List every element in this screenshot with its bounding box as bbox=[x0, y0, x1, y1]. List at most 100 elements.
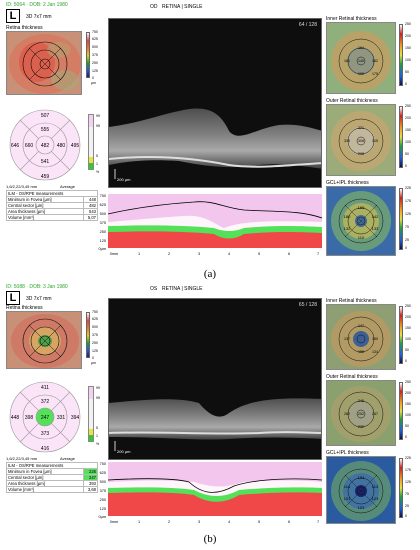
inner-value: 140 bbox=[358, 59, 364, 63]
inner-colorbar-ticks: 250 200 150 100 50 0 bbox=[405, 22, 411, 86]
norm-label-95: 95 bbox=[96, 396, 100, 400]
header-patient-id: ID: 5088 · DOB: 3 Jan 1980 bbox=[6, 284, 68, 290]
gcl-value: 133 bbox=[372, 226, 379, 231]
scale-bar-label: 200 µm bbox=[117, 449, 131, 454]
etdrs-center: 247 bbox=[41, 415, 50, 421]
etdrs-inner-left: 398 bbox=[25, 415, 34, 421]
thickness-profile-plot[interactable]: 750 625 500 375 250 125 0µm 0mm 1 2 3 4 … bbox=[84, 192, 324, 258]
caption-a: (a) bbox=[203, 268, 217, 280]
retina-colorbar-ticks: 750 625 500 375 250 125 0 bbox=[92, 30, 98, 80]
bscan-svg: 64 / 128 200 µm bbox=[109, 19, 321, 187]
norm-label-95: 95 bbox=[96, 124, 100, 128]
x-tick: 3 bbox=[198, 252, 200, 256]
inner-value: 164 bbox=[358, 46, 364, 50]
inner-colorbar bbox=[399, 306, 403, 364]
oct-bscan[interactable]: 65 / 128 200 µm bbox=[108, 298, 322, 460]
x-tick: 6 bbox=[288, 520, 290, 524]
thickness-plot-svg: 750 625 500 375 250 125 0µm 0mm 1 2 3 4 … bbox=[99, 194, 323, 256]
gcl-ipl-map[interactable]: 104 114 113 101 123 103 bbox=[326, 456, 396, 524]
etdrs-inner-right: 331 bbox=[57, 415, 66, 421]
inner-colorbar bbox=[399, 24, 403, 86]
retina-colorbar-ticks: 750 625 500 375 250 125 0 bbox=[92, 310, 98, 360]
x-tick: 5 bbox=[258, 520, 260, 524]
inner-value: 147 bbox=[358, 324, 364, 328]
etdrs-inner-top: 555 bbox=[41, 127, 50, 133]
etdrs-outer-top: 507 bbox=[41, 113, 50, 119]
y-tick: 750 bbox=[100, 194, 106, 198]
etdrs-grid[interactable]: 411 372 448 398 247 331 394 373 416 bbox=[8, 380, 82, 454]
oct-bscan[interactable]: 64 / 128 200 µm bbox=[108, 18, 322, 188]
gcl-value: 104 bbox=[358, 475, 365, 480]
gcl-colorbar-ticks: 225 175 125 75 25 0 bbox=[405, 186, 411, 250]
retina-colorbar bbox=[86, 32, 90, 78]
inner-value: 134 bbox=[372, 350, 378, 354]
gcl-value: 142 bbox=[372, 214, 379, 219]
y-tick: 500 bbox=[100, 212, 106, 216]
x-tick: 7 bbox=[317, 252, 319, 256]
retina-map-title: Retina thickness bbox=[6, 25, 43, 31]
inner-value: 175 bbox=[372, 72, 378, 76]
header-eye: OS bbox=[150, 286, 158, 292]
outer-value: 232 bbox=[358, 425, 364, 429]
x-tick: 2 bbox=[168, 520, 170, 524]
retina-thickness-map[interactable] bbox=[6, 31, 82, 95]
outer-value: 315 bbox=[372, 139, 378, 143]
inner-retinal-map[interactable]: 147 137 150 156 134 bbox=[326, 304, 396, 370]
scan-mode: 3D 7x7 mm bbox=[26, 296, 52, 302]
thickness-profile-plot[interactable]: 750 625 500 375 250 125 0µm 0mm 1 2 3 4 … bbox=[84, 460, 324, 526]
x-tick: 5 bbox=[258, 252, 260, 256]
x-tick: 7 bbox=[317, 520, 319, 524]
eye-label: L bbox=[6, 9, 20, 23]
x-tick: 1 bbox=[138, 520, 140, 524]
norm-label-5: 5 bbox=[96, 154, 98, 158]
inner-value: 150 bbox=[372, 337, 378, 341]
outer-retinal-map[interactable]: 246 260 252 247 232 bbox=[326, 380, 396, 446]
y-tick: 500 bbox=[100, 480, 106, 484]
table-row: Volume [mm³] 5,07 bbox=[6, 214, 98, 221]
gcl-colorbar-ticks: 225 175 125 75 25 0 bbox=[405, 456, 411, 518]
inner-retinal-map[interactable]: 164 181 140 162 192 175 bbox=[326, 22, 396, 94]
outer-colorbar-ticks: 250 200 150 100 50 0 bbox=[405, 104, 411, 168]
outer-value: 321 bbox=[358, 126, 364, 130]
etdrs-outer-left: 448 bbox=[11, 415, 20, 421]
etdrs-inner-top: 372 bbox=[41, 399, 50, 405]
inner-colorbar-ticks: 250 200 150 100 50 0 bbox=[405, 304, 411, 363]
y-tick: 0µm bbox=[99, 515, 106, 519]
y-tick: 0µm bbox=[99, 247, 106, 251]
inner-value: 192 bbox=[358, 72, 364, 76]
x-tick: 4 bbox=[228, 520, 230, 524]
etdrs-center: 482 bbox=[41, 143, 50, 149]
outer-retinal-title: Outer Retinal thickness bbox=[326, 374, 378, 380]
inner-retinal-title: Inner Retinal thickness bbox=[326, 298, 377, 304]
gcl-colorbar bbox=[399, 458, 403, 518]
norm-label-1: 1 bbox=[96, 434, 98, 438]
panel-b: ID: 5088 · DOB: 3 Jan 1980 OS RETINA | S… bbox=[4, 284, 416, 528]
outer-value: 260 bbox=[344, 412, 350, 416]
outer-value: 252 bbox=[358, 412, 364, 416]
outer-retinal-title: Outer Retinal thickness bbox=[326, 98, 378, 104]
sector-norm-bar bbox=[88, 386, 94, 442]
retina-thickness-map[interactable] bbox=[6, 311, 82, 369]
y-tick: 250 bbox=[100, 230, 106, 234]
scale-bar-label: 200 µm bbox=[117, 177, 131, 182]
etdrs-grid[interactable]: 507 555 646 660 482 480 495 541 459 bbox=[8, 108, 82, 182]
norm-label-5: 5 bbox=[96, 426, 98, 430]
eye-label: L bbox=[6, 291, 20, 305]
inner-retinal-title: Inner Retinal thickness bbox=[326, 16, 377, 22]
caption-b: (b) bbox=[203, 533, 217, 545]
sector-norm-bar bbox=[88, 114, 94, 170]
inner-value: 181 bbox=[344, 59, 350, 63]
etdrs-outer-right: 394 bbox=[71, 415, 80, 421]
retina-colorbar-unit: µm bbox=[91, 361, 96, 365]
outer-retinal-map[interactable]: 321 335 308 315 298 bbox=[326, 104, 396, 176]
x-tick: 3 bbox=[198, 520, 200, 524]
gcl-value: 180 bbox=[344, 214, 351, 219]
header-protocol: RETINA | SINGLE bbox=[162, 286, 203, 292]
x-tick: 0mm bbox=[110, 520, 118, 524]
x-tick: 6 bbox=[288, 252, 290, 256]
gcl-ipl-map[interactable]: 169 180 142 132 133 110 bbox=[326, 186, 396, 256]
x-tick: 4 bbox=[228, 252, 230, 256]
outer-value: 335 bbox=[344, 139, 350, 143]
outer-value: 247 bbox=[372, 412, 378, 416]
outer-colorbar bbox=[399, 382, 403, 440]
